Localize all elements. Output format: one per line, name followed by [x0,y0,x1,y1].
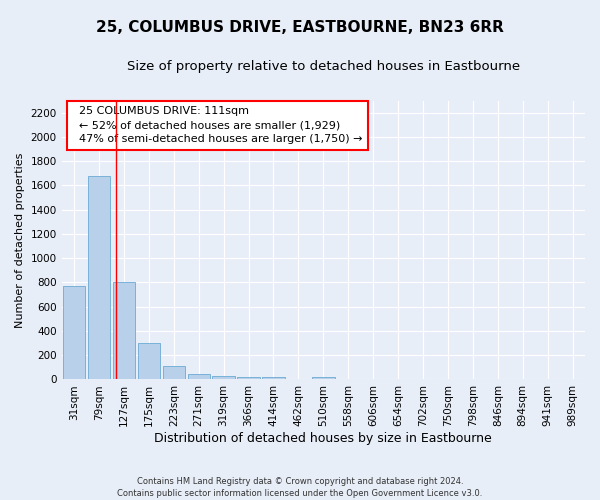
X-axis label: Distribution of detached houses by size in Eastbourne: Distribution of detached houses by size … [154,432,492,445]
Text: 25, COLUMBUS DRIVE, EASTBOURNE, BN23 6RR: 25, COLUMBUS DRIVE, EASTBOURNE, BN23 6RR [96,20,504,35]
Text: 25 COLUMBUS DRIVE: 111sqm
  ← 52% of detached houses are smaller (1,929)
  47% o: 25 COLUMBUS DRIVE: 111sqm ← 52% of detac… [72,106,362,144]
Bar [137,343,160,380]
Bar [163,366,185,380]
Bar [63,286,85,380]
Bar [113,282,135,380]
Bar [312,377,335,380]
Y-axis label: Number of detached properties: Number of detached properties [15,152,25,328]
Bar [88,176,110,380]
Text: Contains HM Land Registry data © Crown copyright and database right 2024.
Contai: Contains HM Land Registry data © Crown c… [118,476,482,498]
Title: Size of property relative to detached houses in Eastbourne: Size of property relative to detached ho… [127,60,520,73]
Bar [212,376,235,380]
Bar [238,377,260,380]
Bar [262,377,285,380]
Bar [188,374,210,380]
